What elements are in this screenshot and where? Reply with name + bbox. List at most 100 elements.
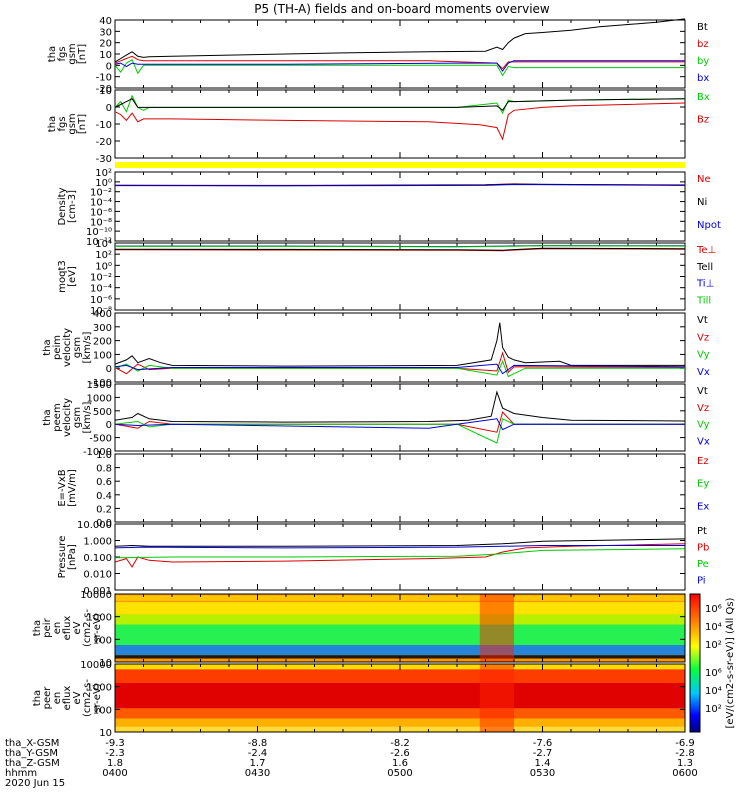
legend-Bt: Bt (697, 22, 708, 33)
legend-Tell: Tell (696, 262, 713, 273)
y-tick-label: 0 (106, 61, 112, 72)
footer-row-label: tha_Y-GSM (5, 748, 58, 759)
y-tick-label: -10 (96, 120, 112, 131)
y-axis-label: Density (57, 187, 68, 225)
legend-Pe: Pe (697, 559, 709, 570)
heatmap-band-1 (115, 602, 685, 615)
y-axis-label: (cm2-s- (82, 609, 93, 647)
y-axis-label: [nPa] (67, 544, 78, 570)
y-axis-label: Pressure (57, 536, 68, 579)
y-tick-label: 0.8 (96, 464, 112, 475)
footer-value: -6.9 (675, 738, 695, 749)
legend-Pb: Pb (697, 543, 709, 554)
legend-Pi: Pi (697, 576, 706, 587)
legend-Pt: Pt (697, 526, 707, 537)
y-tick-label: 100 (93, 705, 112, 716)
y-tick-label: -30 (96, 154, 112, 165)
footer-value: -2.3 (105, 748, 125, 759)
y-tick-label: 10.000 (77, 520, 112, 531)
y-tick-label: 0.010 (83, 570, 112, 581)
y-axis-label: tha (42, 339, 53, 355)
footer-value: 1.3 (677, 758, 693, 769)
series-line-Pi (114, 545, 685, 549)
colorbar-tick: 10⁶ (705, 668, 722, 679)
y-axis-label: eV (72, 691, 83, 704)
series-line-Pb (114, 543, 686, 568)
y-axis-label: velocity (62, 398, 73, 437)
y-axis-label: sr-eV) (92, 683, 103, 712)
y-axis-label: fgs (57, 116, 68, 131)
y-tick-label: 0.0 (96, 518, 112, 529)
y-tick-label: 10 (99, 50, 112, 61)
y-tick-label: 10000 (80, 590, 112, 601)
heatmap-band-2 (115, 683, 685, 709)
colorbar-gradient (689, 593, 701, 733)
y-axis-label: peer (42, 686, 53, 710)
series-line-bx (114, 60, 685, 72)
y-axis-label: [mV/m] (67, 469, 78, 507)
series-line-Vt (114, 322, 685, 367)
y-axis-label: en (52, 622, 63, 635)
footer-value: 1.6 (392, 758, 408, 769)
heatmap-event-stripe (479, 664, 514, 732)
colorbar-tick: 10² (705, 704, 722, 715)
series-line-Vz (114, 411, 685, 433)
legend-Vt: Vt (697, 386, 708, 397)
legend-Vt: Vt (697, 315, 708, 326)
footer-row-label: tha_Z-GSM (5, 758, 60, 769)
footer-row-label: tha_X-GSM (5, 738, 59, 749)
colorbar: 10⁶ 10⁴ 10² 10⁶ 10⁴ 10² [eV/(cm2-s-sr-eV)] (Al… (689, 593, 736, 733)
heatmap-band-1 (115, 669, 685, 684)
series-line-Pe (114, 548, 686, 559)
y-tick-label: 10⁻² (90, 273, 112, 284)
y-axis-label: tha (42, 409, 53, 425)
y-axis-label: tha (47, 116, 58, 132)
y-axis-label: tha (32, 690, 43, 706)
legend-Vy: Vy (697, 420, 710, 431)
y-tick-label: 0.6 (96, 477, 112, 488)
y-axis-label: eflux (62, 616, 73, 641)
y-tick-label: -10 (96, 73, 112, 84)
colorbar-tick: 10⁴ (705, 686, 722, 697)
legend-Vx: Vx (697, 367, 710, 378)
y-tick-label: 10⁴ (95, 239, 112, 250)
y-tick-label: 10⁻¹⁰ (86, 227, 112, 238)
y-tick-label: 10⁻⁶ (90, 207, 112, 218)
footer-value: -2.6 (390, 748, 410, 759)
panel-p8: 10.000 1.000 0.100 0.010 0.001 Pressure [nPa] P… (57, 520, 709, 597)
y-tick-label: 10⁻⁴ (90, 198, 112, 209)
legend-Vz: Vz (697, 332, 709, 343)
axis-frame (114, 383, 686, 452)
y-tick-label: 10⁻² (90, 188, 112, 199)
y-axis-label: gsm (67, 43, 78, 64)
legend-Npot: Npot (697, 220, 721, 231)
y-axis-label: tha (47, 46, 58, 62)
legend-Te⊥: Te⊥ (696, 245, 716, 256)
series-line-Vy (114, 359, 685, 378)
y-tick-label: 10⁻⁸ (90, 306, 112, 317)
y-axis-label: fgs (57, 46, 68, 61)
y-tick-label: 1000 (87, 613, 112, 624)
series-line-Pt (114, 538, 686, 547)
y-axis-label: eV (72, 621, 83, 634)
footer-value: 1.8 (107, 758, 123, 769)
footer-value: 0530 (530, 768, 555, 779)
series-line-Vz (114, 351, 686, 375)
panel-p6: 1500 1000 500 0 -500 -1000 tha peem velocity gsm[… (42, 380, 710, 458)
y-axis-label: en (52, 692, 63, 705)
y-tick-label: 30 (99, 27, 112, 38)
legend-Ni: Ni (697, 197, 707, 208)
footer-value: -7.6 (533, 738, 553, 749)
y-tick-label: 10 (99, 658, 112, 669)
y-tick-label: 0.2 (96, 504, 112, 515)
y-tick-label: 0 (106, 103, 112, 114)
y-tick-label: 10⁻⁶ (90, 295, 112, 306)
legend-Ey: Ey (697, 479, 709, 490)
series-line-Vt (114, 390, 686, 423)
series-line-Bt (114, 18, 686, 63)
axis-frame (114, 242, 686, 311)
legend-Till: Till (696, 295, 711, 306)
y-axis-label: [km/s] (82, 331, 93, 363)
panel-p5: 400 300 200 100 0 -100 tha peim velocity gsm [km/s… (42, 309, 710, 389)
